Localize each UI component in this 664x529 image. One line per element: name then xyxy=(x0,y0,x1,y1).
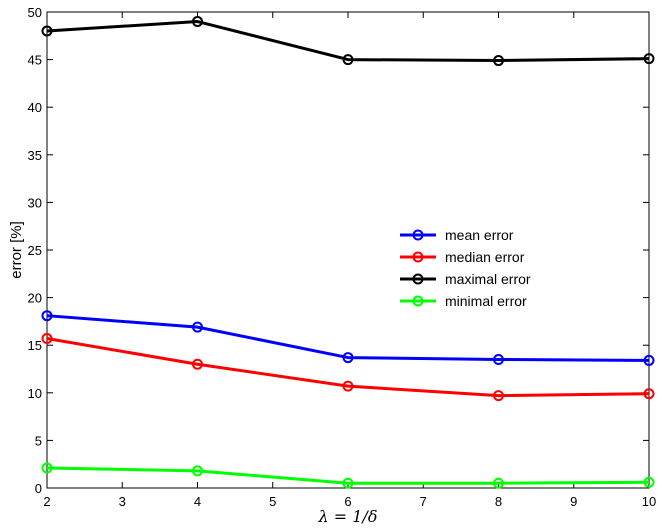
y-tick-label: 25 xyxy=(28,243,42,258)
data-point-mean-error xyxy=(342,352,354,364)
data-point-maximal-error xyxy=(643,53,655,65)
legend-item-minimal-error: minimal error xyxy=(400,293,527,309)
data-point-minimal-error xyxy=(643,476,655,488)
y-tick-label: 5 xyxy=(35,433,42,448)
series-line-mean-error xyxy=(46,314,650,362)
x-tick-label: 5 xyxy=(269,494,276,509)
data-point-mean-error xyxy=(192,321,203,333)
legend-item-median-error: median error xyxy=(400,249,525,265)
legend-marker xyxy=(412,273,424,285)
data-point-maximal-error xyxy=(192,16,203,28)
legend: mean error median error maximal error minim… xyxy=(400,227,531,309)
data-point-mean-error xyxy=(643,354,655,366)
x-tick-label: 9 xyxy=(570,494,577,509)
legend-marker xyxy=(412,229,424,241)
series-maximal-error xyxy=(41,16,655,67)
data-point-maximal-error xyxy=(41,25,53,37)
x-axis-label: λ = 1/δ xyxy=(318,507,378,526)
data-point-mean-error xyxy=(41,310,53,322)
y-tick-label: 30 xyxy=(28,195,42,210)
series-median-error xyxy=(41,333,655,402)
data-point-median-error xyxy=(192,358,203,370)
y-tick-label: 0 xyxy=(35,481,42,496)
y-tick-label: 35 xyxy=(28,148,42,163)
plot-area xyxy=(46,11,650,489)
series-mean-error xyxy=(41,310,655,366)
plot-frame xyxy=(46,11,650,489)
x-tick-label: 7 xyxy=(420,494,427,509)
data-point-median-error xyxy=(643,388,655,400)
series-minimal-error xyxy=(41,462,655,489)
data-point-median-error xyxy=(41,333,53,345)
legend-label: minimal error xyxy=(445,293,527,309)
y-axis-label: error [%] xyxy=(8,221,25,279)
data-point-median-error xyxy=(493,390,504,402)
x-tick-label: 6 xyxy=(344,494,351,509)
x-tick-label: 10 xyxy=(642,494,656,509)
series-layer xyxy=(41,16,655,489)
data-point-minimal-error xyxy=(342,477,354,489)
y-tick-label: 50 xyxy=(28,5,42,20)
data-point-median-error xyxy=(342,380,354,392)
x-tick-label: 3 xyxy=(119,494,126,509)
data-point-minimal-error xyxy=(192,465,203,477)
legend-label: mean error xyxy=(445,227,514,243)
series-line-maximal-error xyxy=(46,20,650,63)
data-point-maximal-error xyxy=(493,55,504,67)
series-line-minimal-error xyxy=(46,466,650,485)
data-point-mean-error xyxy=(493,353,504,365)
legend-marker xyxy=(412,251,424,263)
data-point-maximal-error xyxy=(342,54,354,66)
y-tick-label: 45 xyxy=(28,53,42,68)
y-tick-label: 20 xyxy=(28,291,42,306)
legend-item-mean-error: mean error xyxy=(400,227,514,243)
legend-label: maximal error xyxy=(445,271,531,287)
legend-label: median error xyxy=(445,249,525,265)
legend-marker xyxy=(412,295,424,307)
series-line-median-error xyxy=(46,337,650,398)
x-tick-label: 2 xyxy=(43,494,50,509)
y-tick-label: 10 xyxy=(28,386,42,401)
data-point-minimal-error xyxy=(41,462,53,474)
y-tick-label: 15 xyxy=(28,338,42,353)
y-tick-label: 40 xyxy=(28,100,42,115)
x-tick-label: 8 xyxy=(495,494,502,509)
legend-item-maximal-error: maximal error xyxy=(400,271,531,287)
x-tick-label: 4 xyxy=(194,494,201,509)
data-point-minimal-error xyxy=(493,477,504,489)
